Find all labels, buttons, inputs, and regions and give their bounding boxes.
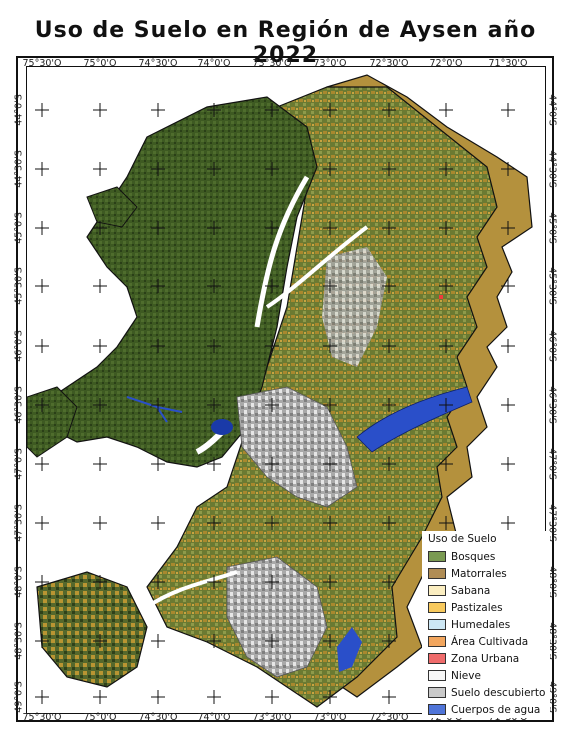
legend-item-zona-urbana: Zona Urbana — [428, 651, 519, 666]
legend-title: Uso de Suelo — [428, 533, 497, 545]
latitude-tick-label: 48°0'S — [13, 566, 25, 598]
northern-ice-field — [236, 386, 358, 508]
southern-islands — [36, 571, 148, 688]
legend-swatch — [428, 636, 446, 647]
longitude-tick-label: 74°30'O — [138, 712, 178, 723]
map-frame — [16, 56, 554, 722]
southern-ice-field — [226, 556, 328, 678]
legend-label: Matorrales — [451, 567, 507, 580]
longitude-tick-label: 72°30'O — [369, 712, 409, 723]
latitude-tick-label: 44°0'S — [13, 94, 25, 126]
longitude-tick-label: 74°0'O — [197, 58, 231, 69]
longitude-tick-label: 74°30'O — [138, 58, 178, 69]
latitude-tick-label: 44°30'S — [13, 150, 25, 188]
latitude-tick-label: 46°30'S — [546, 386, 558, 424]
map-title: Uso de Suelo en Región de Aysen año 2022 — [34, 18, 537, 68]
fjord-channel — [145, 570, 238, 609]
legend-swatch — [428, 585, 446, 596]
urban-area — [439, 295, 443, 299]
western-forest-region — [36, 96, 318, 468]
legend-label: Nieve — [451, 669, 481, 682]
central-bare-soil — [322, 247, 387, 367]
latitude-tick-label: 45°0'S — [13, 212, 25, 244]
latitude-tick-label: 49°0'S — [13, 681, 25, 713]
longitude-tick-label: 74°0'O — [197, 712, 231, 723]
legend-label: Pastizales — [451, 601, 503, 614]
legend-label: Zona Urbana — [451, 652, 520, 665]
latitude-tick-label: 44°0'S — [546, 94, 558, 126]
land-cover-map — [27, 74, 533, 708]
longitude-tick-label: 75°30'O — [22, 712, 62, 723]
legend-item-sabana: Sabana — [428, 583, 490, 598]
longitude-tick-label: 75°0'O — [83, 712, 117, 723]
longitude-tick-label: 73°0'O — [313, 712, 347, 723]
legend-label: Suelo descubierto — [451, 686, 546, 699]
legend-swatch — [428, 568, 446, 579]
legend-item-cuerpos-de-agua: Cuerpos de agua — [428, 702, 540, 717]
longitude-tick-label: 73°30'O — [252, 58, 292, 69]
longitude-tick-label: 73°30'O — [252, 712, 292, 723]
longitude-tick-label: 75°0'O — [83, 58, 117, 69]
longitude-tick-label: 75°30'O — [22, 58, 62, 69]
legend-label: Área Cultivada — [451, 635, 529, 648]
latitude-tick-label: 47°0'S — [13, 448, 25, 480]
lake-general-carrera — [356, 386, 473, 453]
latitude-tick-label: 45°30'S — [546, 267, 558, 305]
northwest-islands — [86, 186, 138, 228]
map-legend: Uso de Suelo Bosques Matorrales Sabana P… — [422, 531, 550, 718]
latitude-tick-label: 48°30'S — [13, 622, 25, 660]
latitude-tick-label: 46°0'S — [546, 330, 558, 362]
legend-label: Bosques — [451, 550, 496, 563]
fjord-channel — [254, 175, 310, 328]
latitude-tick-label: 45°0'S — [546, 212, 558, 244]
legend-label: Humedales — [451, 618, 511, 631]
longitude-tick-label: 71°30'O — [488, 58, 528, 69]
legend-swatch — [428, 551, 446, 562]
latitude-tick-label: 45°30'S — [13, 267, 25, 305]
laguna-san-rafael — [211, 419, 233, 435]
legend-label: Sabana — [451, 584, 491, 597]
river-network — [126, 396, 183, 423]
legend-swatch — [428, 653, 446, 664]
legend-item-humedales: Humedales — [428, 617, 510, 632]
legend-item-suelo-descubierto: Suelo descubierto — [428, 685, 545, 700]
longitude-tick-label: 72°30'O — [369, 58, 409, 69]
legend-item-nieve: Nieve — [428, 668, 481, 683]
legend-item-bosques: Bosques — [428, 549, 495, 564]
legend-swatch — [428, 670, 446, 681]
latitude-tick-label: 46°0'S — [13, 330, 25, 362]
fjord-channel — [265, 225, 369, 309]
southern-lake — [337, 627, 362, 672]
legend-swatch — [428, 687, 446, 698]
longitude-tick-label: 73°0'O — [313, 58, 347, 69]
legend-label: Cuerpos de agua — [451, 703, 541, 716]
latitude-tick-label: 44°30'S — [546, 150, 558, 188]
latitude-tick-label: 46°30'S — [13, 386, 25, 424]
mainland-region — [146, 86, 498, 708]
legend-swatch — [428, 602, 446, 613]
latitude-tick-label: 47°0'S — [546, 448, 558, 480]
latitude-tick-label: 47°30'S — [13, 504, 25, 542]
legend-item-matorrales: Matorrales — [428, 566, 507, 581]
longitude-tick-label: 72°0'O — [429, 58, 463, 69]
legend-item-pastizales: Pastizales — [428, 600, 503, 615]
legend-swatch — [428, 619, 446, 630]
legend-item-area-cultivada: Área Cultivada — [428, 634, 528, 649]
legend-swatch — [428, 704, 446, 715]
